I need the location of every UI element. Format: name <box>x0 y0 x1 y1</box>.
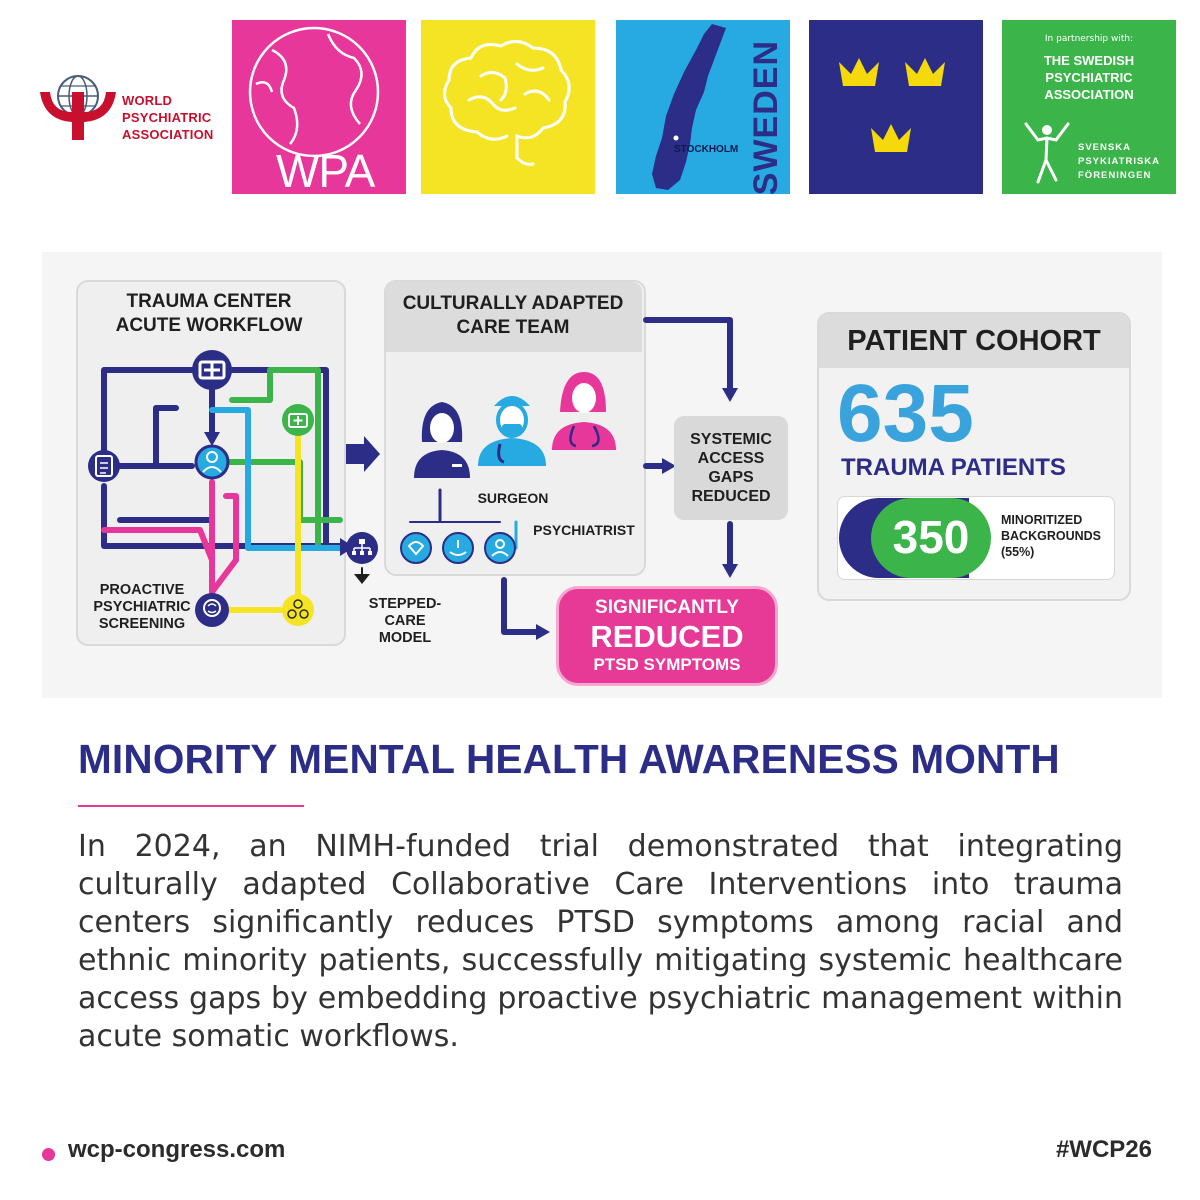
access-gaps-label: SYSTEMIC ACCESS GAPS REDUCED <box>690 431 772 505</box>
cohort-total-label: TRAUMA PATIENTS <box>841 454 1066 481</box>
clipboard-icon <box>88 450 120 482</box>
psychiatrist-label: PSYCHIATRIST <box>533 522 635 538</box>
wpa-tile-text: WPA <box>276 145 375 194</box>
hashtag: #WCP26 <box>1055 1136 1152 1163</box>
website-link[interactable]: wcp-congress.com <box>68 1136 286 1163</box>
partner-tile: In partnership with: THE SWEDISH PSYCHIA… <box>1002 20 1176 194</box>
nurse-icon <box>414 402 470 478</box>
stockholm-label: STOCKHOLM <box>674 144 739 155</box>
globe-outline-icon <box>248 26 380 158</box>
screening-label: PROACTIVE PSYCHIATRIC SCREENING <box>93 582 191 632</box>
handshake-heart-icon <box>400 532 432 564</box>
three-crowns-tile <box>809 20 983 194</box>
title-divider <box>78 805 304 807</box>
cohort-total: 635 <box>837 368 974 459</box>
care-hands-icon <box>442 532 474 564</box>
result-line-1: SIGNIFICANTLY <box>595 597 739 618</box>
wpa-globe-tile: WPA <box>232 20 406 194</box>
org-chart-icon <box>346 532 378 564</box>
partner-name: THE SWEDISH PSYCHIATRIC ASSOCIATION <box>1043 53 1135 102</box>
workflow-title: TRAUMA CENTER ACUTE WORKFLOW <box>115 291 303 336</box>
care-team-title: CULTURALLY ADAPTED CARE TEAM <box>402 293 624 338</box>
cohort-panel: PATIENT COHORT 635 TRAUMA PATIENTS 350 M… <box>817 312 1131 601</box>
body-paragraph: In 2024, an NIMH-funded trial demonstrat… <box>78 829 1123 1054</box>
cohort-header <box>819 314 1129 368</box>
psychiatrist-icon <box>552 372 616 450</box>
flow-diagram <box>88 317 738 640</box>
cohort-minority-label: MINORITIZED BACKGROUNDS (55%) <box>1001 513 1101 559</box>
stepped-care-label: STEPPED-CARE MODEL <box>368 596 442 646</box>
first-aid-kit-icon <box>282 404 314 436</box>
brain-icon <box>443 40 571 166</box>
minority-bar-green <box>871 498 991 578</box>
result-line-2: REDUCED <box>590 619 744 654</box>
partner-intro: In partnership with: <box>1044 34 1134 44</box>
wpa-logo <box>36 62 221 152</box>
wpa-globe-icon <box>40 75 116 140</box>
surgeon-icon <box>478 396 546 466</box>
cohort-title: PATIENT COHORT <box>847 325 1101 357</box>
sweden-map-icon <box>652 24 726 190</box>
medical-cross-icon <box>192 350 232 390</box>
sweden-tile: STOCKHOLM SWEDEN <box>616 20 790 194</box>
molecule-icon <box>282 594 314 626</box>
wpa-logo-text: WORLD PSYCHIATRIC ASSOCIATION <box>122 93 214 142</box>
access-gaps-box: SYSTEMIC ACCESS GAPS REDUCED <box>674 416 788 520</box>
bullet-dot <box>42 1148 55 1161</box>
three-crowns-icon <box>839 58 945 152</box>
doctor-icon <box>194 444 230 480</box>
surgeon-label: SURGEON <box>477 490 549 506</box>
cohort-minority-count: 350 <box>892 511 970 563</box>
figure-icon <box>1024 122 1070 184</box>
page-title: MINORITY MENTAL HEALTH AWARENESS MONTH <box>78 736 1060 782</box>
care-team-header <box>386 282 642 352</box>
partner-subtitle: SVENSKA PSYKIATRISKA FÖRENINGEN <box>1078 142 1161 181</box>
ptsd-result-box: SIGNIFICANTLY REDUCED PTSD SYMPTOMS <box>556 586 778 686</box>
brain-tile <box>421 20 595 194</box>
result-line-3: PTSD SYMPTOMS <box>593 655 741 674</box>
brain-head-icon <box>195 593 229 627</box>
team-doctor-icon <box>484 532 516 564</box>
